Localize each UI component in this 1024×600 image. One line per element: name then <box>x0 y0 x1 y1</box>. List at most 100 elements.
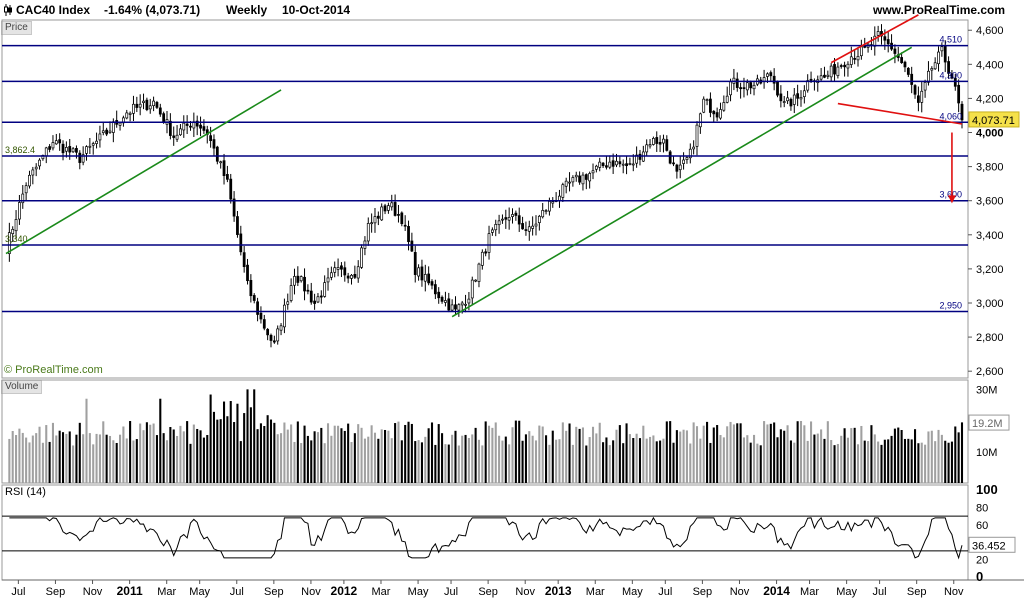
x-tick-label: 2013 <box>545 584 572 598</box>
volume-bar <box>122 426 125 483</box>
volume-bar <box>152 423 155 483</box>
candle-body <box>615 160 618 166</box>
volume-bar <box>45 425 48 483</box>
volume-bar <box>796 421 799 483</box>
volume-bar <box>940 434 943 483</box>
candle-body <box>172 135 176 138</box>
volume-bar <box>296 421 299 483</box>
volume-bar <box>635 433 638 483</box>
candle-body <box>494 224 498 231</box>
x-tick-label: Mar <box>800 586 819 598</box>
candle-body <box>450 304 454 311</box>
candle-body <box>903 61 907 68</box>
volume-bar <box>323 443 326 483</box>
candle-body <box>383 205 387 212</box>
volume-bar <box>843 428 846 483</box>
volume-bar <box>125 438 128 483</box>
volume-bar <box>159 398 162 483</box>
candle-body <box>293 276 296 286</box>
candle-body <box>514 212 518 216</box>
x-tick-label: 2011 <box>117 584 143 598</box>
candle-body <box>340 265 343 270</box>
candle-body <box>950 73 954 79</box>
volume-bar <box>169 427 172 483</box>
candle-body <box>393 202 397 216</box>
volume-bar <box>98 434 101 483</box>
volume-bar <box>820 429 823 483</box>
candle-body <box>688 148 692 159</box>
candle-body <box>313 300 316 304</box>
volume-bar <box>591 426 595 483</box>
volume-bar <box>212 411 216 483</box>
candle-body <box>346 275 350 279</box>
volume-bar <box>846 437 849 483</box>
volume-bar <box>558 439 561 483</box>
volume-bar <box>58 430 61 483</box>
candle-body <box>88 145 92 148</box>
volume-bar <box>870 425 873 483</box>
candle-body <box>440 296 444 302</box>
volume-bar <box>115 442 118 483</box>
volume-bar <box>65 433 68 483</box>
candle-body <box>501 218 504 221</box>
candle-body <box>356 266 360 279</box>
site-link[interactable]: www.ProRealTime.com <box>873 3 1006 17</box>
candle-body <box>782 101 786 103</box>
volume-bar <box>471 434 474 483</box>
x-tick-label: Mar <box>586 586 605 598</box>
volume-bar <box>202 437 205 483</box>
x-tick-label: Nov <box>83 586 103 598</box>
candle-body <box>564 180 568 187</box>
trendline-channel-bottom <box>837 102 963 125</box>
volume-bar <box>424 436 427 483</box>
volume-bar <box>545 435 548 483</box>
volume-last-value: 19.2M <box>972 418 1003 430</box>
candle-body <box>195 120 199 127</box>
price-tick-label: 3,800 <box>976 162 1004 174</box>
volume-bar <box>900 430 903 483</box>
volume-bar <box>18 428 21 483</box>
candle-body <box>7 232 11 254</box>
candle-body <box>853 58 857 60</box>
candle-body <box>246 264 249 282</box>
volume-bar <box>390 438 393 483</box>
volume-bar <box>41 442 44 483</box>
timeframe[interactable]: Weekly <box>226 3 268 17</box>
candle-body <box>930 68 934 71</box>
candle-body <box>81 154 85 163</box>
x-tick-label: Jul <box>658 586 672 598</box>
volume-bar <box>917 443 920 483</box>
volume-bar <box>447 444 450 483</box>
candle-body <box>598 161 602 168</box>
candle-body <box>712 110 716 115</box>
candle-body <box>303 276 306 292</box>
candle-body <box>460 302 464 306</box>
x-tick-label: Mar <box>157 586 176 598</box>
volume-bar <box>595 433 598 483</box>
rsi-last-value: 36.452 <box>972 540 1006 552</box>
candle-body <box>279 325 283 331</box>
candle-body <box>594 165 598 170</box>
volume-bar <box>55 435 58 483</box>
volume-bar <box>326 423 330 483</box>
rsi-frame <box>1 484 969 581</box>
candle-body <box>953 77 957 87</box>
candle-body <box>531 225 535 229</box>
candle-body <box>917 95 920 103</box>
volume-bar <box>669 421 672 483</box>
x-tick-label: Jul <box>11 586 25 598</box>
candle-body <box>511 214 514 217</box>
volume-bar <box>930 430 933 483</box>
volume-bar <box>682 429 685 483</box>
candle-body <box>695 124 699 147</box>
level-label: 3,862.4 <box>5 145 35 155</box>
volume-bar <box>320 427 323 483</box>
volume-bar <box>763 421 766 483</box>
volume-bar <box>816 433 819 483</box>
volume-bar <box>206 435 209 483</box>
candle-body <box>152 100 155 107</box>
candle-body <box>705 99 709 101</box>
volume-bar <box>810 421 813 483</box>
candle-body <box>789 98 793 107</box>
